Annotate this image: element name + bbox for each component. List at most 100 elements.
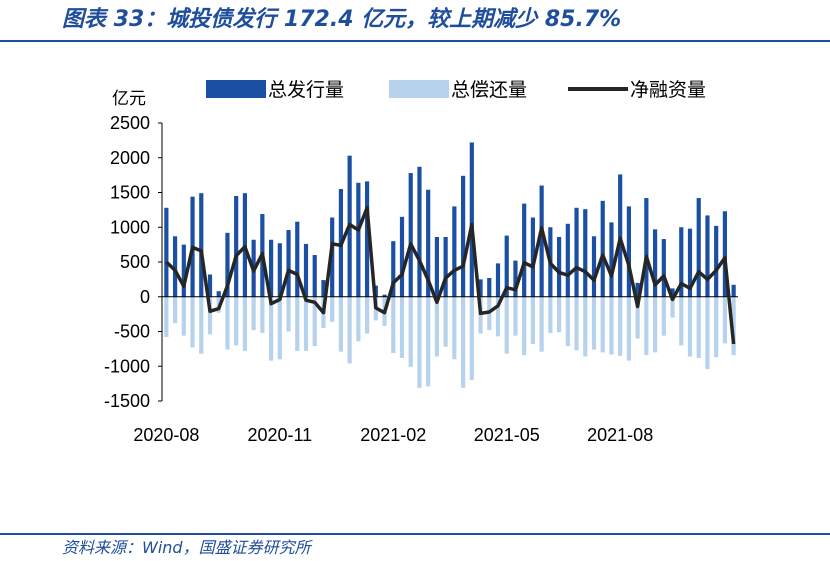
bar-issuance [443,236,448,297]
bar-repayment [696,296,701,358]
bar-issuance [679,227,684,297]
x-tick-label: 2021-02 [360,425,426,445]
bar-repayment [408,296,413,367]
bar-issuance [574,207,579,297]
bar-repayment [190,296,195,348]
bar-repayment [522,296,527,356]
bar-repayment [399,296,405,358]
bar-repayment [679,296,684,346]
bar-issuance [626,206,632,297]
y-tick-label: 2000 [110,148,150,168]
bar-issuance [434,236,440,297]
bar-repayment [714,296,719,358]
bar-repayment [364,296,370,334]
bar-repayment [164,296,169,338]
bar-repayment [600,296,605,353]
y-unit-label: 亿元 [112,89,146,108]
bar-issuance [408,173,413,297]
bar-issuance [609,222,614,297]
y-tick-label: 0 [140,287,150,307]
bar-repayment [277,296,282,360]
bar-issuance [731,284,736,297]
bar-issuance [382,294,387,297]
bar-repayment [548,296,553,333]
bar-issuance [364,181,370,297]
bar-repayment [268,296,274,361]
bar-issuance [295,221,300,297]
bar-repayment [644,296,649,356]
bar-issuance [399,216,405,297]
bar-issuance [303,243,309,297]
bar-issuance [199,193,204,297]
bar-repayment [530,296,536,345]
bar-repayment [207,296,213,335]
bar-issuance [618,174,623,297]
bar-issuance [644,198,649,297]
bar-repayment [434,296,440,357]
bar-issuance [268,239,274,297]
bar-repayment [705,296,710,370]
bar-repayment [286,296,291,332]
bar-repayment [338,296,344,352]
bar-repayment [426,296,431,387]
bar-repayment [591,296,597,350]
bar-repayment [565,296,570,347]
bar-issuance [722,211,728,297]
bar-repayment [469,296,474,381]
bar-issuance [583,209,588,297]
bar-repayment [242,296,248,351]
bar-issuance [652,229,658,297]
legend-swatch [389,80,449,98]
bar-repayment [670,296,675,318]
bar-issuance [661,239,666,297]
y-tick-label: -1000 [104,356,150,376]
bar-repayment [504,296,509,354]
bar-repayment [556,296,562,333]
bar-issuance [635,282,640,297]
bar-issuance [417,166,422,297]
bar-issuance [522,203,527,297]
bar-issuance [513,260,518,297]
bar-issuance [391,241,396,297]
bar-issuance [207,274,213,297]
bar-issuance [495,263,501,297]
bar-issuance [539,185,544,297]
y-tick-label: 2500 [110,113,150,133]
bar-issuance [181,244,186,297]
bar-issuance [172,236,178,297]
bar-issuance [591,236,597,297]
bar-issuance [452,206,457,297]
bar-repayment [225,296,230,350]
bar-issuance [705,215,710,297]
bar-repayment [661,296,666,336]
bar-repayment [199,296,204,354]
source-note: 资料来源：Wind，国盛证券研究所 [62,538,311,557]
bar-issuance [225,232,230,297]
bar-issuance [312,255,317,297]
bar-issuance [216,291,221,297]
bar-repayment [652,296,658,353]
bar-issuance [356,182,361,297]
bar-issuance [530,217,536,297]
bar-repayment [251,296,256,331]
bar-issuance [487,277,492,297]
legend-label: 总发行量 [268,79,344,101]
title-rule [0,40,830,42]
bar-repayment [356,296,361,342]
legend-label: 净融资量 [630,79,706,101]
bar-issuance [460,175,466,297]
legend: 总发行量 总偿还量 净融资量 [206,79,706,101]
bar-repayment [539,296,544,352]
bar-repayment [347,296,352,364]
x-tick-label: 2021-05 [474,425,540,445]
bar-repayment [609,296,614,355]
bar-issuance [277,243,282,297]
bar-issuance [286,230,291,297]
bar-repayment [618,296,623,356]
bar-issuance [426,189,431,297]
bar-repayment [574,296,579,351]
plot-area: -1500 -1000 -500 0 500 1000 1500 2000 2500 2020-0… [104,113,738,445]
bar-repayment [495,296,501,337]
bar-repayment [687,296,693,357]
